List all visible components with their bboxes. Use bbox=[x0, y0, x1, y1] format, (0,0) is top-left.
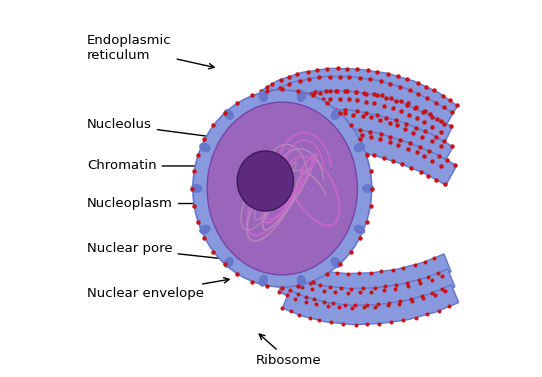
Text: Nuclear pore: Nuclear pore bbox=[87, 242, 229, 262]
Polygon shape bbox=[249, 110, 453, 166]
Text: Nucleoplasm: Nucleoplasm bbox=[87, 197, 244, 210]
Ellipse shape bbox=[297, 275, 306, 286]
Ellipse shape bbox=[354, 143, 365, 152]
Text: Ribosome: Ribosome bbox=[256, 334, 321, 367]
Ellipse shape bbox=[224, 257, 234, 268]
Ellipse shape bbox=[259, 91, 267, 102]
Ellipse shape bbox=[199, 143, 210, 152]
Ellipse shape bbox=[199, 225, 210, 234]
Ellipse shape bbox=[191, 184, 202, 193]
Ellipse shape bbox=[297, 91, 306, 102]
Ellipse shape bbox=[193, 90, 372, 287]
Polygon shape bbox=[253, 128, 457, 185]
Ellipse shape bbox=[331, 257, 340, 268]
Polygon shape bbox=[282, 285, 459, 325]
Polygon shape bbox=[275, 254, 451, 293]
Polygon shape bbox=[261, 68, 458, 124]
Text: Chromatin: Chromatin bbox=[87, 159, 240, 172]
Text: Nucleolus: Nucleolus bbox=[87, 118, 229, 141]
Ellipse shape bbox=[354, 225, 365, 234]
Ellipse shape bbox=[207, 102, 357, 275]
Ellipse shape bbox=[363, 184, 374, 193]
Ellipse shape bbox=[331, 109, 340, 120]
Polygon shape bbox=[279, 269, 455, 308]
Ellipse shape bbox=[259, 275, 267, 286]
Polygon shape bbox=[253, 77, 453, 132]
Text: Nuclear envelope: Nuclear envelope bbox=[87, 278, 229, 300]
Polygon shape bbox=[249, 91, 453, 147]
Ellipse shape bbox=[237, 151, 294, 211]
Ellipse shape bbox=[224, 109, 234, 120]
Text: Endoplasmic
reticulum: Endoplasmic reticulum bbox=[87, 35, 214, 69]
